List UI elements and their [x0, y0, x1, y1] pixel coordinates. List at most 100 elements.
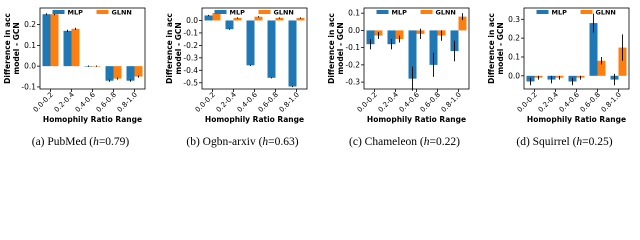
x-tick-label: 0.2-0.4: [215, 90, 239, 114]
bar: [387, 30, 396, 45]
legend-swatch: [96, 10, 109, 14]
x-tick-label: 0.6-0.8: [95, 91, 118, 114]
panel: -0.3-0.2-0.10.00.10.0-0.20.2-0.40.4-0.60…: [327, 7, 470, 148]
x-tick-label: 0.8-1.0: [600, 91, 623, 114]
y-tick-label: -0.4: [183, 66, 198, 75]
y-tick-label: -0.3: [345, 78, 360, 87]
x-tick-label: 0.2-0.4: [537, 90, 561, 114]
y-axis-label: Difference in acc: [327, 13, 336, 84]
bar: [42, 14, 51, 67]
x-tick-label: 0.0-0.2: [32, 91, 55, 114]
x-tick-label: 0.6-0.8: [579, 91, 602, 114]
y-tick-label: 0.0: [24, 62, 36, 71]
bar: [296, 17, 305, 21]
figure: -0.10.00.10.20.0-0.20.2-0.40.4-0.60.6-0.…: [3, 7, 630, 148]
x-tick-label: 0.8-1.0: [440, 91, 463, 114]
caption-part: (b) Ogbn-arxiv (: [186, 136, 262, 148]
x-axis-label: Homophily Ratio Range: [205, 115, 304, 124]
y-tick-label: 0.0: [508, 71, 520, 80]
x-tick-label: 0.2-0.4: [53, 90, 77, 114]
bar: [71, 28, 80, 67]
bar: [254, 16, 263, 21]
legend-swatch: [420, 10, 433, 14]
caption-part: h: [576, 136, 582, 148]
legend-swatch: [52, 10, 65, 14]
y-tick-label: -0.2: [183, 41, 198, 50]
caption-part: h: [262, 136, 268, 148]
legend-label: GLNN: [596, 9, 616, 17]
y-tick-label: 0.1: [508, 52, 520, 61]
y-tick-label: -0.1: [183, 28, 198, 37]
panel: -0.5 -0.4 -0.3 -0.2 -0.1 0.0 0.0-0.20.2-0.40.4…: [165, 7, 308, 148]
y-axis-label: model - GCN: [496, 22, 505, 74]
bar: [275, 17, 284, 21]
y-tick-label: -0.5: [183, 78, 198, 87]
y-tick-label: 0.2: [24, 20, 36, 29]
bar: [212, 12, 221, 21]
caption-part: (d) Squirrel (: [516, 136, 576, 148]
legend-label: MLP: [68, 9, 84, 17]
x-tick-label: 0.6-0.8: [257, 91, 280, 114]
caption: (a) PubMed (h=0.79): [32, 136, 130, 148]
panel: 0.0 0.1 0.2 0.3 0.0-0.20.2-0.40.4-0.60.6-0.8…: [487, 7, 630, 148]
bar: [225, 20, 234, 30]
bar: [618, 47, 627, 76]
bar: [288, 20, 297, 87]
y-tick-label: 0.1: [348, 9, 360, 18]
bar: [50, 14, 59, 67]
x-tick-label: 0.4-0.6: [558, 90, 582, 114]
legend-label: GLNN: [274, 9, 294, 17]
y-tick-label: -0.2: [345, 60, 360, 69]
y-axis-label: Difference in acc: [3, 13, 12, 84]
caption-part: =0.25): [582, 136, 613, 148]
bar: [408, 30, 417, 79]
legend-label: MLP: [392, 9, 408, 17]
x-tick-label: 0.2-0.4: [377, 90, 401, 114]
bar: [134, 66, 143, 77]
bar: [204, 15, 213, 21]
caption-part: =0.63): [268, 136, 299, 148]
legend-label: GLNN: [112, 9, 132, 17]
x-tick-label: 0.0-0.2: [356, 91, 379, 114]
legend-swatch: [580, 10, 593, 14]
caption: (d) Squirrel (h=0.25): [516, 136, 612, 148]
y-tick-label: 0.2: [508, 34, 520, 43]
y-tick-label: 0.3: [508, 15, 520, 24]
bar: [589, 23, 598, 76]
y-tick-label: -0.3: [183, 53, 198, 62]
axes-frame: [363, 7, 470, 90]
bar: [105, 66, 114, 81]
legend-label: GLNN: [436, 9, 456, 17]
bar: [233, 17, 242, 21]
bar: [63, 30, 72, 67]
legend-swatch: [214, 10, 227, 14]
bar: [395, 30, 404, 40]
legend-label: MLP: [230, 9, 246, 17]
caption: (b) Ogbn-arxiv (h=0.63): [186, 136, 298, 148]
x-tick-label: 0.4-0.6: [74, 90, 98, 114]
y-tick-label: -0.1: [21, 82, 36, 91]
legend-label: MLP: [552, 9, 568, 17]
y-axis-label: Difference in acc: [487, 13, 496, 84]
bar: [366, 30, 375, 45]
bar: [267, 20, 276, 78]
caption-part: h: [93, 136, 99, 148]
x-tick-label: 0.4-0.6: [236, 90, 260, 114]
legend-swatch: [536, 10, 549, 14]
y-axis-label: Difference in acc: [165, 13, 174, 84]
y-tick-label: 0.0: [186, 16, 198, 25]
x-tick-label: 0.4-0.6: [398, 90, 422, 114]
x-tick-label: 0.8-1.0: [278, 91, 301, 114]
x-tick-label: 0.8-1.0: [116, 91, 139, 114]
bar: [126, 66, 135, 81]
caption-part: (c) Chameleon (: [349, 136, 424, 148]
y-tick-label: 0.0: [348, 26, 360, 35]
caption: (c) Chameleon (h=0.22): [349, 136, 460, 148]
legend-swatch: [376, 10, 389, 14]
y-tick-label: 0.1: [24, 41, 36, 50]
y-axis-label: model - GCN: [174, 22, 183, 74]
y-axis-label: model - GCN: [12, 22, 21, 74]
x-axis-label: Homophily Ratio Range: [43, 115, 142, 124]
x-tick-label: 0.0-0.2: [516, 91, 539, 114]
x-axis-label: Homophily Ratio Range: [527, 115, 626, 124]
